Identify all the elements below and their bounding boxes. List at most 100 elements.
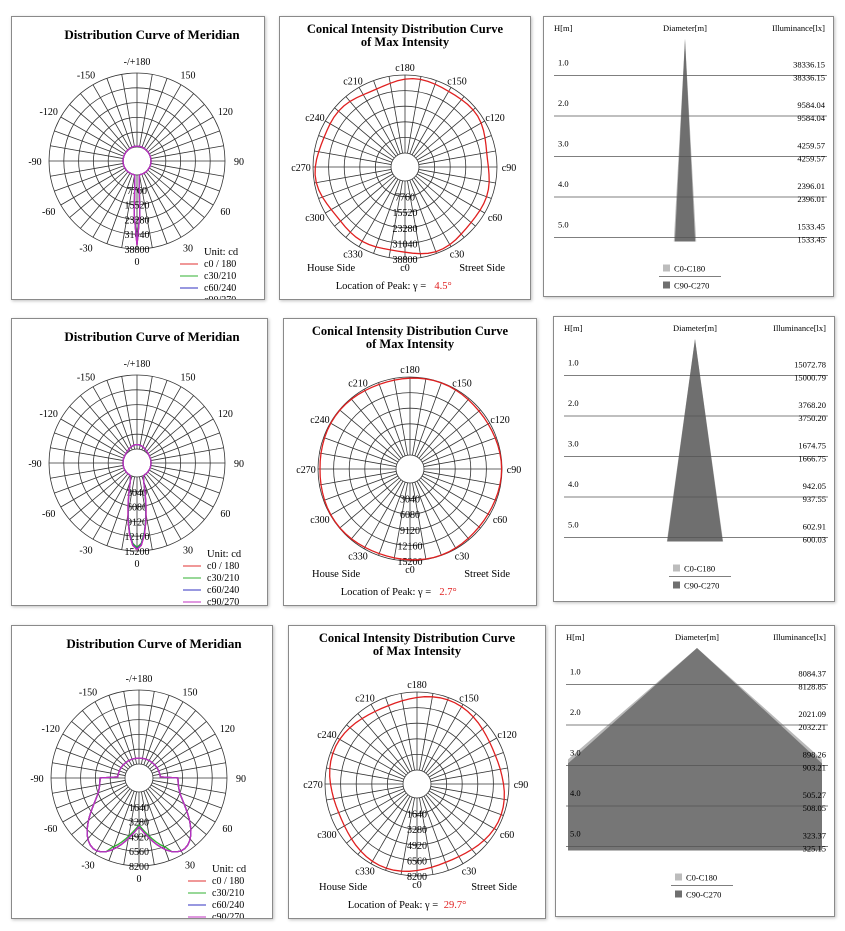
peak-value: 2.7° [439, 587, 456, 598]
grid-inner-circle [390, 152, 420, 182]
angle-label: 120 [218, 107, 233, 118]
grid-spoke [423, 452, 501, 467]
grid-spoke [62, 733, 128, 772]
legend-swatch-c0 [675, 873, 682, 881]
grid-spoke [54, 467, 124, 494]
legend-swatch-c90 [673, 581, 680, 589]
grid-spoke [141, 380, 168, 450]
grid-spoke [123, 791, 137, 865]
grid-spoke [430, 752, 504, 780]
grid-spoke [148, 469, 214, 508]
polar-grid [317, 376, 503, 562]
unit-label: Unit: cd [204, 247, 239, 258]
street-side-label: Street Side [471, 882, 517, 893]
grid-spoke [150, 130, 220, 157]
grid-spoke [337, 790, 406, 831]
grid-spoke [54, 130, 124, 157]
grid-spoke [427, 724, 488, 776]
grid-spoke [425, 794, 477, 855]
grid-spoke [318, 171, 392, 199]
diameter-header: Diameter[m] [675, 632, 719, 642]
grid-spoke [145, 395, 194, 453]
grid-spoke [147, 471, 205, 520]
grid-spoke [415, 175, 476, 227]
meridian-panel-1: Distribution Curve of Meridian -/+180 150 1… [11, 16, 265, 300]
grid-spoke [50, 163, 124, 177]
grid-spoke [60, 116, 126, 155]
legend-label: c90/270 [207, 597, 239, 605]
grid-spoke [152, 780, 226, 794]
grid-spoke [149, 721, 207, 770]
angle-label: 30 [183, 244, 193, 255]
grid-spoke [150, 447, 224, 461]
meridian-panel-2: Distribution Curve of Meridian -/+180 150 1… [11, 318, 268, 606]
grid-spoke [418, 398, 470, 459]
angle-label: 150 [181, 70, 196, 81]
grid-spoke [430, 767, 508, 782]
meridian-title: Distribution Curve of Meridian [64, 27, 240, 42]
grid-spoke [350, 479, 402, 540]
grid-spoke [412, 482, 427, 560]
grid-spoke [425, 713, 477, 774]
grid-spoke [418, 169, 496, 184]
h-label: 5.0 [558, 220, 569, 230]
polar-grid [312, 74, 498, 260]
legend-label: c30/210 [207, 573, 239, 584]
grid-spoke [147, 406, 205, 455]
grid-spoke [421, 475, 490, 516]
lux-c90: 4259.57 [797, 154, 825, 164]
lux-c0: 4259.57 [797, 141, 825, 151]
c-label: c30 [455, 552, 469, 563]
legend-label: c90/270 [204, 295, 236, 299]
lux-c90: 9584.04 [797, 113, 825, 123]
legend-label: c30/210 [204, 271, 236, 282]
lux-c90: 1666.75 [798, 454, 826, 464]
cone-c90 [667, 339, 723, 542]
grid-spoke [106, 380, 133, 450]
lux-c0: 3768.20 [798, 400, 826, 410]
grid-spoke [149, 786, 207, 835]
angle-label: 150 [183, 687, 198, 698]
grid-spoke [414, 482, 442, 556]
angle-label: 90 [236, 774, 246, 785]
c-label: c330 [348, 552, 367, 563]
angle-label: -60 [42, 509, 55, 520]
grid-spoke [411, 178, 452, 247]
grid-spoke [423, 471, 501, 486]
angle-label: -90 [28, 157, 41, 168]
lux-c0: 505.27 [803, 790, 826, 800]
polar-grid [48, 374, 226, 552]
conical-subtitle: of Max Intensity [361, 35, 450, 49]
grid-spoke [69, 104, 127, 153]
h-label: 3.0 [570, 748, 581, 758]
grid-spoke [69, 471, 127, 520]
angle-label: -150 [79, 687, 97, 698]
legend-c90: C90-C270 [686, 890, 721, 900]
grid-spoke [80, 395, 129, 453]
c-label: c300 [310, 515, 329, 526]
grid-spoke [319, 452, 397, 467]
conical-panel-2: Conical Intensity Distribution Curve of M… [283, 318, 537, 606]
grid-spoke [400, 693, 415, 771]
grid-spoke [385, 697, 413, 771]
grid-spoke [71, 721, 129, 770]
h-label: 4.0 [568, 479, 579, 489]
grid-spoke [92, 474, 131, 540]
radial-tick: 3040 [400, 495, 420, 506]
angle-label: 90 [234, 459, 244, 470]
lux-c90: 508.05 [803, 803, 826, 813]
lux-c90: 15000.79 [794, 373, 826, 383]
grid-spoke [325, 120, 394, 161]
conical-panel-1: Conical Intensity Distribution Curve of M… [279, 16, 531, 300]
grid-spoke [80, 93, 129, 151]
grid-spoke [92, 84, 131, 150]
radial-tick: 7760 [395, 193, 415, 204]
c-label: c180 [407, 680, 426, 691]
radial-tick: 7760 [127, 186, 147, 197]
radial-tick: 1640 [129, 803, 149, 814]
angle-label: 120 [218, 409, 233, 420]
grid-spoke [325, 173, 394, 214]
grid-spoke [357, 713, 409, 774]
